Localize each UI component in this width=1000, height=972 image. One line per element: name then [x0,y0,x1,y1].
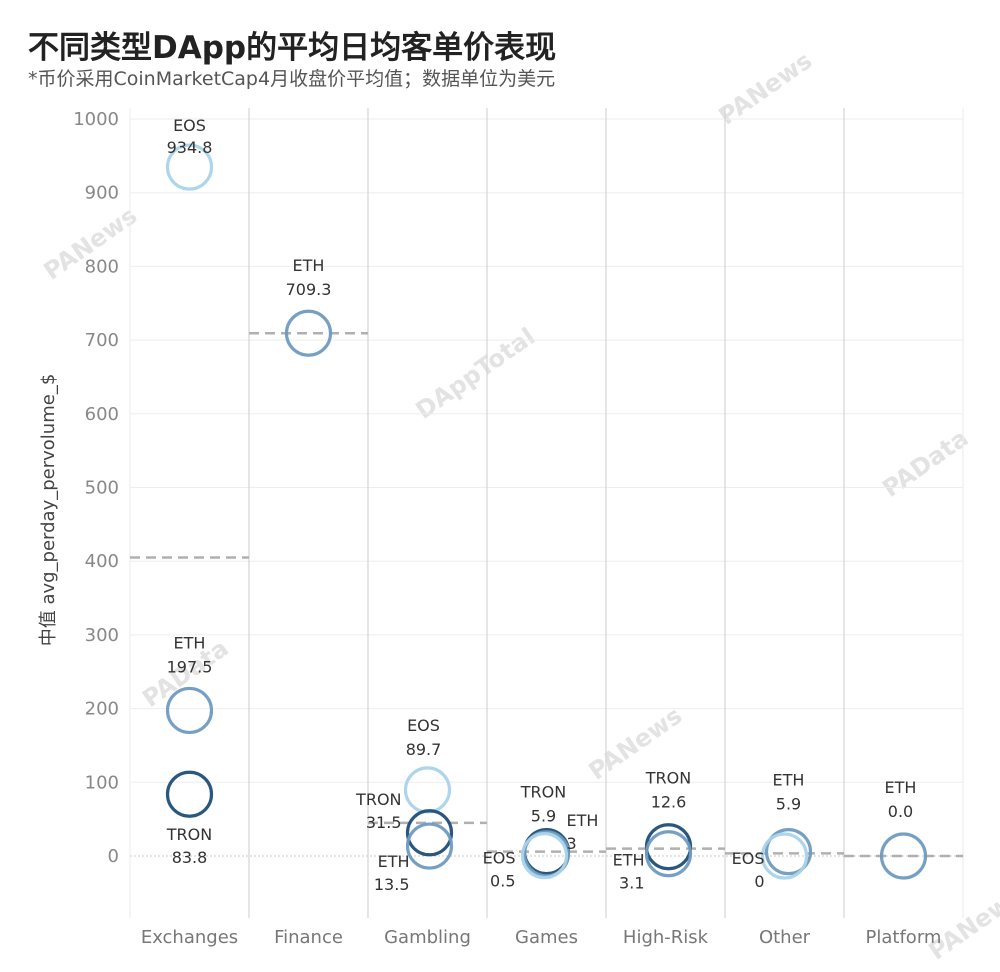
watermark-text: DAppTotal [411,322,540,424]
point-eth [522,830,571,878]
point-label-chain: TRON [645,769,691,788]
point-eth [284,309,333,357]
point-eth [644,830,693,878]
data-points [165,143,928,880]
point-label-value: 31.5 [366,813,402,832]
watermark-text: PAData [877,424,973,503]
point-eos [760,832,809,880]
y-tick-label: 0 [108,846,119,867]
point-label-chain: EOS [483,849,516,868]
point-label-chain: TRON [520,783,566,802]
y-tick-label: 100 [85,772,119,793]
point-label-chain: TRON [355,790,401,809]
point-label-chain: ETH [885,778,917,797]
point-label-chain: ETH [293,256,325,275]
y-tick-label: 800 [85,256,119,277]
x-category-label: Gambling [384,927,471,948]
y-tick-label: 500 [85,478,119,499]
category-columns [129,108,964,918]
x-category-label: Games [515,927,578,948]
point-label-value: 934.8 [167,138,213,157]
point-labels: EOS 934.8 ETH 197.5 TRON 83.8 ETH 709.3 EOS 89.7 T… [166,116,917,894]
point-label-chain: EOS [173,116,206,135]
y-tick-label: 900 [85,183,119,204]
y-tick-label: 600 [85,404,119,425]
point-label-value: 12.6 [651,793,687,812]
point-label-value: 5.9 [776,795,801,814]
point-label-chain: ETH [773,771,805,790]
chart-subtitle: *币价采用CoinMarketCap4月收盘价平均值；数据单位为美元 [28,68,556,90]
x-category-label: Exchanges [141,927,238,948]
point-label-value: 709.3 [286,280,332,299]
y-tick-label: 700 [85,330,119,351]
point-label-chain: ETH [174,633,206,652]
y-tick-label: 300 [85,625,119,646]
point-label-value: 89.7 [406,740,442,759]
point-tron [405,809,454,857]
x-category-label: High-Risk [623,927,709,948]
point-eos [403,766,452,814]
x-category-label: Other [759,927,811,948]
point-eos [520,832,569,880]
point-eos [165,143,214,191]
y-tick-label: 200 [85,699,119,720]
x-category-label: Finance [274,927,343,948]
point-label-value: 0.0 [888,802,913,821]
point-label-chain: TRON [166,825,212,844]
point-label-chain: EOS [732,849,765,868]
watermark-text: PANews [714,46,818,130]
point-label-value: 5.9 [531,807,556,826]
point-eth [879,832,928,880]
watermark-text: PANews [924,881,1000,965]
median-lines [130,331,963,858]
point-eth [405,822,454,870]
y-tick-label: 1000 [73,109,119,130]
point-eth [165,686,214,735]
point-label-chain: ETH [378,852,410,871]
point-eth [764,828,813,876]
grid-lines [130,118,963,857]
point-label-value: 83.8 [172,848,208,867]
y-tick-label: 400 [85,551,119,572]
point-label-value: 0 [754,872,764,891]
point-label-value: 3.1 [619,874,644,893]
y-axis-title: 中值 avg_perday_pervolume_$ [38,374,59,647]
point-tron [165,770,214,818]
point-label-value: 13.5 [374,875,410,894]
point-label-value: 0.5 [490,872,515,891]
y-axis: 0 100 200 300 400 500 600 700 800 900 1000 [73,109,119,867]
point-label-value: 197.5 [167,657,213,676]
x-axis: Exchanges Finance Gambling Games High-Risk Ot… [141,927,942,948]
point-label-value: 3 [567,834,577,853]
x-category-label: Platform [866,927,942,948]
point-label-chain: EOS [407,716,440,735]
point-label-chain: ETH [567,811,599,830]
chart-title: 不同类型DApp的平均日均客单价表现 [28,30,557,66]
point-label-chain: ETH [613,851,645,870]
